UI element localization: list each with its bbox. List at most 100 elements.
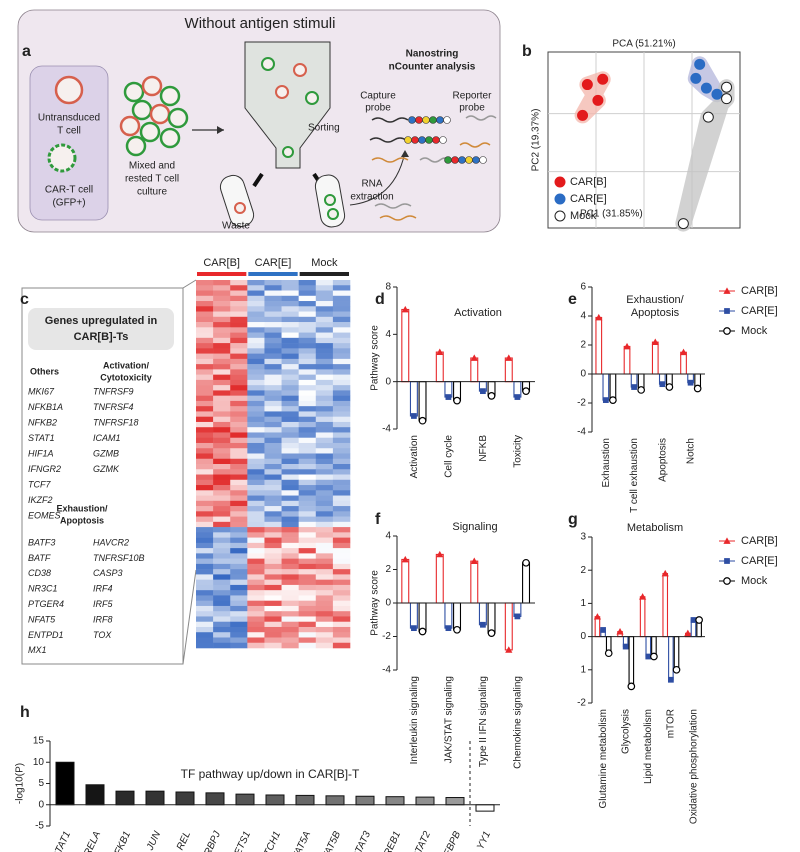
heatmap-cell	[332, 379, 351, 386]
heatmap-cell	[281, 327, 299, 333]
x-tick-label: Lipid metabolism	[643, 709, 654, 784]
heatmap-cell	[247, 285, 265, 291]
heatmap-cell	[196, 306, 214, 312]
heatmap-cell	[281, 385, 299, 391]
heatmap-cell	[213, 416, 231, 423]
heatmap-cell	[230, 322, 248, 328]
heatmap-cell	[196, 311, 214, 318]
heatmap-cell	[332, 385, 351, 391]
gene: IFNGR2	[28, 464, 61, 474]
heatmap-cell	[196, 353, 214, 360]
gene: STAT1	[28, 433, 55, 443]
heatmap-cell	[247, 637, 265, 644]
y-tick-label: 0	[38, 799, 44, 810]
heatmap-cell	[213, 464, 231, 470]
heatmap-cell	[332, 427, 351, 433]
heatmap-cell	[281, 590, 299, 596]
heatmap-cell	[264, 379, 282, 386]
heatmap-cell	[213, 527, 231, 533]
heatmap-cell	[298, 632, 317, 638]
heatmap-cell	[315, 458, 334, 465]
bar	[487, 602, 496, 634]
group-label: CAR[B]	[203, 257, 240, 269]
heatmap-cell	[230, 369, 248, 375]
y-tick-label: 0	[385, 598, 391, 609]
bar	[662, 572, 669, 638]
heatmap-cell	[213, 385, 231, 391]
point	[436, 348, 444, 355]
bar	[295, 794, 315, 806]
heatmap-cell	[230, 579, 248, 586]
heatmap-cell	[213, 322, 231, 328]
heatmap-cell	[298, 311, 317, 318]
heatmap-cell	[213, 637, 231, 644]
heatmap-cell	[264, 642, 282, 649]
point	[724, 558, 730, 564]
heatmap-cell	[264, 437, 282, 444]
heatmap-cell	[247, 479, 265, 486]
heatmap-cell	[315, 369, 334, 375]
x-tick-label: mTOR	[666, 709, 677, 738]
heatmap-cell	[196, 332, 214, 339]
heatmap-cell	[213, 500, 231, 507]
heatmap-cell	[332, 506, 351, 512]
heatmap-cell	[332, 495, 351, 502]
group-label: Mock	[311, 257, 338, 269]
point	[672, 665, 681, 674]
heatmap-cell	[213, 280, 231, 286]
point	[690, 617, 697, 623]
heatmap-cell	[213, 485, 231, 491]
legend-label: CAR[E]	[570, 193, 607, 205]
bar	[418, 381, 427, 422]
heatmap-cell	[196, 448, 214, 454]
heatmap-cell	[315, 448, 334, 454]
gene-box	[21, 287, 184, 665]
heatmap-cell	[196, 374, 214, 381]
heatmap-cell	[332, 553, 351, 559]
cell-label: Untransduced	[38, 113, 100, 124]
y-tick-label: -4	[577, 427, 586, 438]
heatmap-cell	[230, 280, 248, 286]
heatmap-cell	[298, 516, 317, 523]
heatmap-cell	[230, 495, 248, 502]
x-tick-label: RELA	[82, 829, 103, 852]
point	[470, 354, 478, 361]
heatmap-cell	[281, 379, 299, 386]
heatmap-cell	[264, 421, 282, 428]
heatmap-cell	[196, 600, 214, 607]
heatmap-cell	[230, 485, 248, 491]
heatmap-cell	[230, 442, 248, 449]
heatmap-cell	[247, 301, 265, 307]
heatmap-cell	[213, 548, 231, 554]
heatmap-cell	[247, 611, 265, 617]
heatmap-cell	[298, 458, 317, 465]
heatmap-cell	[298, 411, 317, 417]
heatmap-cell	[298, 364, 317, 370]
heatmap-cell	[332, 390, 351, 396]
heatmap-cell	[281, 553, 299, 559]
heatmap-cell	[264, 453, 282, 460]
heatmap-cell	[298, 442, 317, 449]
heatmap-cell	[315, 432, 334, 439]
heatmap-cell	[298, 574, 317, 580]
heatmap-cell	[196, 590, 214, 596]
heatmap-cell	[332, 616, 351, 623]
heatmap-cell	[332, 611, 351, 617]
y-axis-label: PC2 (19.37%)	[531, 109, 542, 172]
heatmap-cell	[298, 301, 317, 307]
heatmap-cell	[332, 469, 351, 475]
heatmap-cell	[281, 453, 299, 460]
x-tick-label: Cell cycle	[443, 435, 454, 478]
heatmap-cell	[281, 348, 299, 354]
heatmap-cell	[213, 348, 231, 354]
connector	[182, 279, 197, 289]
heatmap-cell	[332, 416, 351, 423]
heatmap-cell	[196, 626, 214, 633]
heatmap-cell	[264, 353, 282, 360]
heatmap-cell	[332, 311, 351, 318]
heatmap-cell	[264, 390, 282, 396]
heatmap-cell	[213, 458, 231, 465]
heatmap-cell	[315, 485, 334, 491]
heatmap-cell	[332, 395, 351, 402]
heatmap-cell	[298, 343, 317, 349]
